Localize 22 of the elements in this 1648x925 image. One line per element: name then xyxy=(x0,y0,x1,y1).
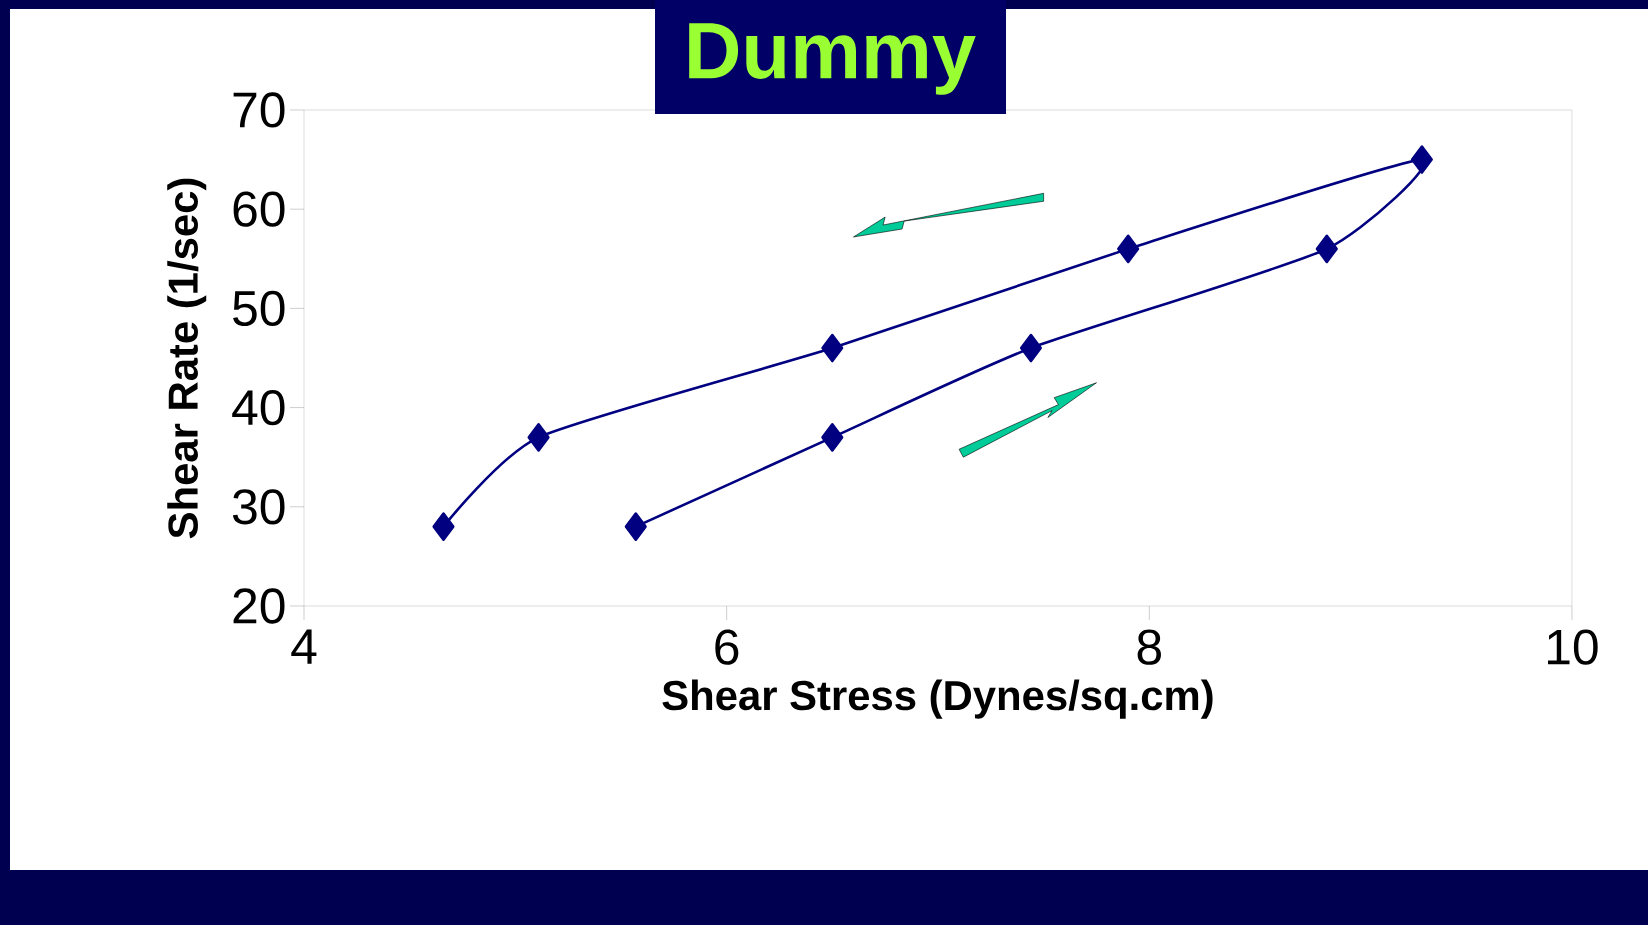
x-tick-label: 10 xyxy=(1548,629,1598,665)
x-tick-label: 8 xyxy=(1137,629,1161,665)
y-tick-label: 30 xyxy=(232,489,285,525)
y-tick-label: 20 xyxy=(233,588,285,624)
point xyxy=(527,423,550,452)
y-tick-label: 70 xyxy=(233,92,285,128)
point xyxy=(821,423,844,452)
y-tick-label: 60 xyxy=(233,191,285,227)
point xyxy=(432,512,455,541)
x-tick-label: 4 xyxy=(291,629,317,664)
point xyxy=(1117,234,1140,264)
point xyxy=(1019,333,1042,363)
x-tick-label: 6 xyxy=(715,629,739,665)
point xyxy=(821,333,844,363)
point xyxy=(1315,234,1338,264)
chart-title: Dummy xyxy=(689,23,976,95)
y-tick-label: 50 xyxy=(233,290,285,327)
y-tick-label: 40 xyxy=(232,389,285,426)
x-axis-title: Shear Stress (Dynes/sq.cm) xyxy=(662,679,1213,719)
point xyxy=(1410,145,1433,174)
y-axis-title: Shear Rate (1/sec) xyxy=(167,178,207,539)
point xyxy=(624,512,647,541)
